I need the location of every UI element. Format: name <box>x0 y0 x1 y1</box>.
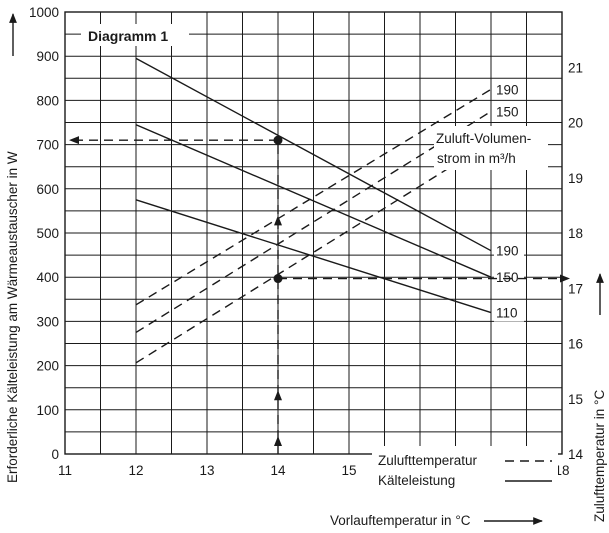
x-tick-label: 14 <box>270 463 286 478</box>
y-right-tick-label: 16 <box>568 337 583 352</box>
legend-label-zulufttemperatur: Zulufttemperatur <box>378 453 478 468</box>
example-point <box>274 274 283 283</box>
y-left-tick-label: 300 <box>36 314 59 329</box>
y-left-tick-label: 700 <box>36 138 59 153</box>
zulufttemperatur-series-label: 150 <box>496 104 519 119</box>
flow-title-line1: Zuluft-Volumen- <box>436 131 531 146</box>
y-right-tick-label: 14 <box>568 447 584 462</box>
y-right-tick-label: 20 <box>568 116 583 131</box>
y-left-tick-label: 600 <box>36 182 59 197</box>
flow-title-line2: strom in m³/h <box>437 151 516 166</box>
legend-label-kaelteleistung: Kälteleistung <box>378 473 455 488</box>
y-right-axis-label: Zulufttemperatur in °C <box>592 390 607 522</box>
y-left-tick-label: 200 <box>36 359 59 374</box>
x-tick-label: 13 <box>199 463 214 478</box>
x-axis-label: Vorlauftemperatur in °C <box>330 513 471 528</box>
x-tick-label: 12 <box>128 463 143 478</box>
x-tick-label: 15 <box>341 463 356 478</box>
example-point <box>274 136 283 145</box>
guide-arrow-up <box>274 436 282 446</box>
kaelteleistung-series-label: 150 <box>496 270 519 285</box>
tick-labels: 11 12 13 14 15 16 17 18 0 100 200 300 400 500 600 700 80… <box>29 5 584 478</box>
kaelteleistung-series-label: 110 <box>496 306 518 321</box>
y-right-tick-label: 21 <box>568 60 583 75</box>
y-left-tick-label: 900 <box>36 49 59 64</box>
y-left-tick-label: 1000 <box>29 5 59 20</box>
grid <box>65 12 562 454</box>
guide-lines <box>69 136 570 454</box>
y-left-tick-label: 500 <box>36 226 59 241</box>
chart-title: Diagramm 1 <box>88 28 168 44</box>
y-right-tick-label: 15 <box>568 392 583 407</box>
kaelteleistung-series-label: 190 <box>496 244 519 259</box>
y-left-tick-label: 100 <box>36 403 59 418</box>
y-left-axis-label: Erforderliche Kälteleistung am Wärmeaust… <box>5 151 20 483</box>
zulufttemperatur-series-label: 190 <box>496 82 519 97</box>
y-left-tick-label: 800 <box>36 93 59 108</box>
guide-arrow-up <box>274 390 282 400</box>
legend: Zulufttemperatur Kälteleistung <box>372 446 558 492</box>
y-left-tick-label: 0 <box>51 447 59 462</box>
y-right-tick-label: 19 <box>568 171 583 186</box>
y-right-tick-label: 18 <box>568 226 583 241</box>
x-tick-label: 11 <box>58 463 72 478</box>
y-left-tick-label: 400 <box>36 270 59 285</box>
guide-arrow-left <box>69 136 79 144</box>
y-right-tick-label: 17 <box>568 281 583 296</box>
